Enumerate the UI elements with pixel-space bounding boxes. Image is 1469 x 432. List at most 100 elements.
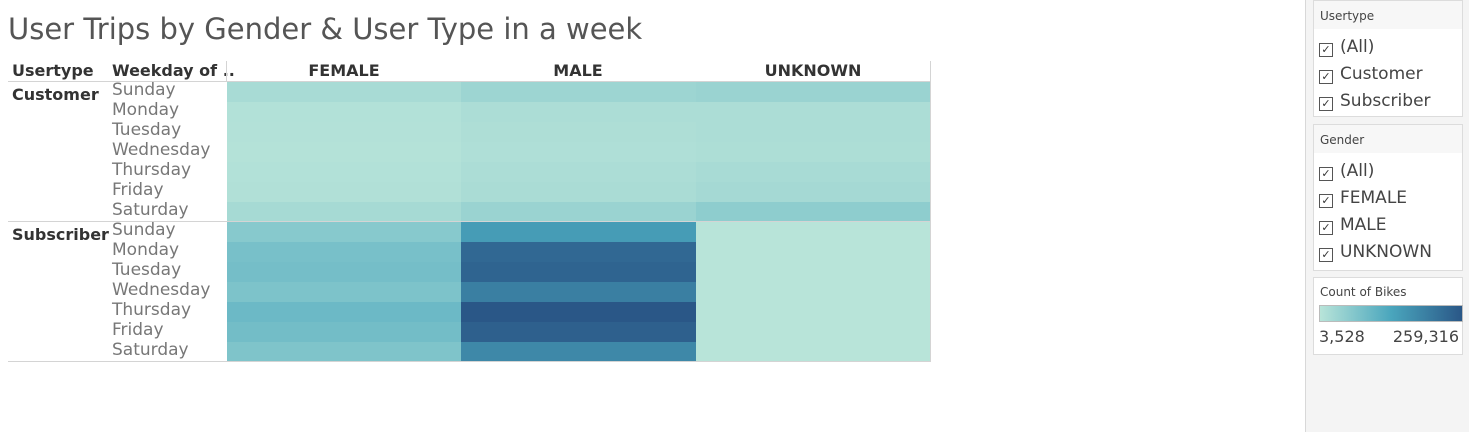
option-label: (All): [1340, 161, 1375, 181]
column-header-unknown[interactable]: UNKNOWN: [764, 61, 862, 80]
heatmap-cell-customer-thursday-female[interactable]: [227, 162, 461, 182]
checkbox-checked-icon[interactable]: ✓: [1319, 167, 1333, 181]
legend-max-label: 259,316: [1392, 327, 1459, 346]
option-label: (All): [1340, 37, 1375, 57]
gender-filter-title: Gender: [1320, 133, 1365, 147]
heatmap-cell-subscriber-tuesday-unknown[interactable]: [696, 262, 930, 282]
heatmap-cell-customer-friday-unknown[interactable]: [696, 182, 930, 202]
gender-option-male[interactable]: ✓ MALE: [1319, 214, 1387, 236]
card-title-bg: [1314, 125, 1462, 153]
heatmap: [227, 82, 930, 362]
filter-panel: Usertype ✓ (All) ✓ Customer ✓ Subscriber Ge…: [1305, 0, 1469, 432]
column-header-male[interactable]: MALE: [553, 61, 603, 80]
checkbox-checked-icon[interactable]: ✓: [1319, 194, 1333, 208]
heatmap-cell-customer-sunday-female[interactable]: [227, 82, 461, 102]
heatmap-cell-subscriber-wednesday-male[interactable]: [461, 282, 696, 302]
gender-option-female[interactable]: ✓ FEMALE: [1319, 187, 1407, 209]
column-header-female[interactable]: FEMALE: [308, 61, 380, 80]
day-label-subscriber-sunday: Sunday: [112, 220, 176, 240]
heatmap-cell-subscriber-monday-female[interactable]: [227, 242, 461, 262]
grid-line: [930, 61, 931, 361]
legend-title: Count of Bikes: [1320, 285, 1407, 299]
heatmap-cell-customer-wednesday-female[interactable]: [227, 142, 461, 162]
checkbox-checked-icon[interactable]: ✓: [1319, 70, 1333, 84]
heatmap-cell-customer-monday-male[interactable]: [461, 102, 696, 122]
heatmap-cell-subscriber-tuesday-female[interactable]: [227, 262, 461, 282]
row-group-subscriber: Subscriber: [12, 225, 109, 244]
heatmap-cell-subscriber-saturday-male[interactable]: [461, 342, 696, 362]
gender-filter-card: Gender ✓ (All) ✓ FEMALE ✓ MALE ✓ UNKNOWN: [1313, 124, 1463, 271]
heatmap-cell-subscriber-wednesday-unknown[interactable]: [696, 282, 930, 302]
heatmap-cell-subscriber-thursday-female[interactable]: [227, 302, 461, 322]
color-scale-bar: [1319, 305, 1463, 322]
heatmap-cell-subscriber-thursday-unknown[interactable]: [696, 302, 930, 322]
heatmap-cell-subscriber-saturday-unknown[interactable]: [696, 342, 930, 362]
grid-line: [8, 221, 931, 222]
grid-line: [226, 61, 227, 81]
day-label-customer-monday: Monday: [112, 100, 180, 120]
heatmap-cell-subscriber-thursday-male[interactable]: [461, 302, 696, 322]
grid-line: [8, 361, 931, 362]
heatmap-cell-customer-sunday-male[interactable]: [461, 82, 696, 102]
heatmap-cell-customer-friday-female[interactable]: [227, 182, 461, 202]
day-label-subscriber-tuesday: Tuesday: [112, 260, 182, 280]
heatmap-cell-customer-monday-female[interactable]: [227, 102, 461, 122]
heatmap-cell-customer-thursday-unknown[interactable]: [696, 162, 930, 182]
option-label: UNKNOWN: [1340, 242, 1432, 262]
legend-min-label: 3,528: [1319, 327, 1365, 346]
heatmap-cell-customer-wednesday-unknown[interactable]: [696, 142, 930, 162]
day-label-customer-sunday: Sunday: [112, 80, 176, 100]
heatmap-cell-subscriber-monday-unknown[interactable]: [696, 242, 930, 262]
heatmap-cell-customer-wednesday-male[interactable]: [461, 142, 696, 162]
option-label: Customer: [1340, 64, 1423, 84]
heatmap-cell-customer-sunday-unknown[interactable]: [696, 82, 930, 102]
heatmap-cell-customer-tuesday-unknown[interactable]: [696, 122, 930, 142]
heatmap-cell-subscriber-tuesday-male[interactable]: [461, 262, 696, 282]
checkbox-checked-icon[interactable]: ✓: [1319, 221, 1333, 235]
header-weekday[interactable]: Weekday of ..: [112, 61, 235, 80]
heatmap-cell-customer-friday-male[interactable]: [461, 182, 696, 202]
gender-option-unknown[interactable]: ✓ UNKNOWN: [1319, 241, 1432, 263]
day-label-customer-thursday: Thursday: [112, 160, 192, 180]
row-group-customer: Customer: [12, 85, 99, 104]
heatmap-cell-customer-saturday-unknown[interactable]: [696, 202, 930, 222]
heatmap-cell-subscriber-sunday-male[interactable]: [461, 222, 696, 242]
usertype-option-subscriber[interactable]: ✓ Subscriber: [1319, 90, 1431, 112]
checkbox-checked-icon[interactable]: ✓: [1319, 248, 1333, 262]
heatmap-cell-subscriber-wednesday-female[interactable]: [227, 282, 461, 302]
heatmap-cell-customer-monday-unknown[interactable]: [696, 102, 930, 122]
day-label-customer-wednesday: Wednesday: [112, 140, 211, 160]
checkbox-checked-icon[interactable]: ✓: [1319, 43, 1333, 57]
day-label-customer-tuesday: Tuesday: [112, 120, 182, 140]
option-label: MALE: [1340, 215, 1387, 235]
day-label-customer-friday: Friday: [112, 180, 164, 200]
heatmap-cell-subscriber-friday-female[interactable]: [227, 322, 461, 342]
usertype-option-customer[interactable]: ✓ Customer: [1319, 63, 1423, 85]
option-label: FEMALE: [1340, 188, 1408, 208]
heatmap-cell-customer-tuesday-male[interactable]: [461, 122, 696, 142]
usertype-filter-title: Usertype: [1320, 9, 1375, 23]
heatmap-cell-customer-tuesday-female[interactable]: [227, 122, 461, 142]
checkbox-checked-icon[interactable]: ✓: [1319, 97, 1333, 111]
gender-option-all[interactable]: ✓ (All): [1319, 160, 1374, 182]
heatmap-cell-subscriber-saturday-female[interactable]: [227, 342, 461, 362]
heatmap-cell-customer-thursday-male[interactable]: [461, 162, 696, 182]
heatmap-cell-subscriber-sunday-unknown[interactable]: [696, 222, 930, 242]
grid-line: [8, 81, 931, 82]
heatmap-cell-subscriber-sunday-female[interactable]: [227, 222, 461, 242]
heatmap-cell-subscriber-friday-unknown[interactable]: [696, 322, 930, 342]
day-label-customer-saturday: Saturday: [112, 200, 189, 220]
heatmap-cell-customer-saturday-male[interactable]: [461, 202, 696, 222]
usertype-filter-card: Usertype ✓ (All) ✓ Customer ✓ Subscriber: [1313, 0, 1463, 117]
usertype-option-all[interactable]: ✓ (All): [1319, 36, 1374, 58]
page-title: User Trips by Gender & User Type in a we…: [8, 12, 643, 46]
day-label-subscriber-thursday: Thursday: [112, 300, 192, 320]
day-label-subscriber-monday: Monday: [112, 240, 180, 260]
day-label-subscriber-wednesday: Wednesday: [112, 280, 211, 300]
heatmap-cell-customer-saturday-female[interactable]: [227, 202, 461, 222]
header-usertype[interactable]: Usertype: [12, 61, 94, 80]
day-label-subscriber-saturday: Saturday: [112, 340, 189, 360]
heatmap-cell-subscriber-friday-male[interactable]: [461, 322, 696, 342]
option-label: Subscriber: [1340, 91, 1431, 111]
heatmap-cell-subscriber-monday-male[interactable]: [461, 242, 696, 262]
